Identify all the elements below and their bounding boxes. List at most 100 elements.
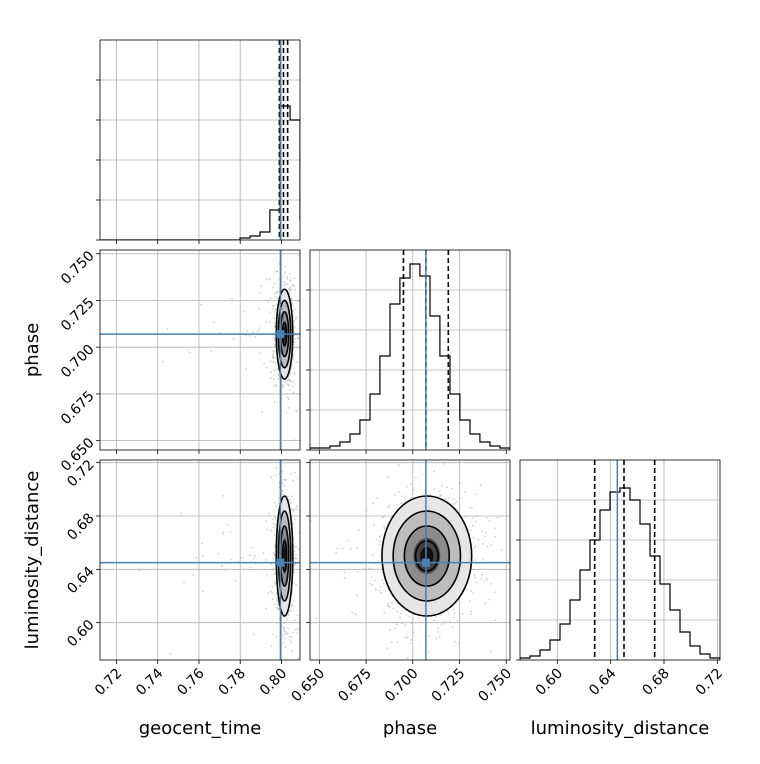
sample-point [382,516,385,518]
sample-point [274,292,276,295]
sample-point [265,607,267,610]
sample-point [294,518,296,520]
sample-point [297,657,300,660]
sample-point [296,477,299,480]
sample-point [253,555,256,557]
sample-point [217,552,220,555]
sample-point [292,479,295,482]
sample-point [270,371,273,374]
sample-point [379,586,382,588]
sample-point [396,504,398,507]
sample-point [496,516,499,519]
sample-point [354,613,357,616]
sample-point [248,334,251,337]
sample-point [210,349,213,352]
sample-point [285,411,288,414]
sample-point [277,443,279,445]
sample-point [274,383,277,386]
sample-point [138,569,141,572]
sample-point [273,573,276,576]
sample-point [356,546,359,549]
sample-point [394,627,397,630]
sample-point [390,641,393,644]
sample-point [275,385,278,388]
sample-point [187,349,189,352]
sample-point [346,539,349,542]
sample-point [277,502,280,505]
sample-point [201,590,204,592]
sample-point [484,531,487,534]
panel-frame [309,459,511,661]
sample-point [387,602,390,605]
sample-point [272,361,275,364]
sample-point [245,334,247,337]
sample-point [306,711,308,713]
x-axis-label-geocent_time: geocent_time [139,718,262,739]
sample-point [289,389,291,391]
panel-plot-area [310,460,552,660]
sample-point [471,524,474,527]
sample-point [375,496,378,499]
sample-point [295,584,297,586]
sample-point [374,588,377,591]
sample-point [269,590,272,593]
histogram-step-line [520,487,720,660]
sample-point [368,567,371,570]
x-axis-label-phase: phase [383,718,437,739]
contour-line [392,510,462,602]
sample-point [396,641,399,644]
sample-point [305,472,307,474]
sample-point [294,308,297,311]
sample-point [275,295,277,298]
sample-point [298,531,300,534]
sample-point [469,610,472,613]
sample-point [293,326,296,328]
panel-plot-area [310,250,510,450]
sample-point [274,571,277,574]
sample-point [252,557,255,560]
sample-point [269,360,272,363]
sample-point [276,298,279,300]
sample-point [336,547,339,550]
sample-point [293,557,296,559]
panel-plot-area [100,250,305,450]
sample-point [387,605,390,608]
sample-point [272,286,274,289]
sample-point [272,633,275,636]
x-tick-label: 0.700 [382,666,422,706]
sample-point [274,325,276,328]
sample-point [290,636,293,639]
sample-point [254,336,257,339]
sample-point [281,493,284,496]
sample-point [290,279,293,282]
sample-point [271,591,274,594]
x-axis-label-luminosity_distance: luminosity_distance [531,718,710,739]
sample-point [310,519,312,522]
sample-point [453,612,456,614]
sample-point [222,495,225,497]
sample-point [195,556,198,559]
sample-point [458,599,460,602]
x-tick-label: 0.68 [639,666,672,699]
sample-point [433,470,435,473]
sample-point [258,327,261,330]
sample-point [297,628,300,631]
sample-point [550,555,552,557]
sample-point [444,497,447,500]
sample-point [293,277,296,280]
sample-point [404,496,406,499]
y-tick-label: 0.725 [58,295,98,335]
sample-point [281,482,284,485]
sample-point [273,343,276,346]
sample-point [293,284,296,287]
sample-point [453,502,456,505]
sample-point [267,592,270,594]
sample-point [290,610,292,612]
sample-point [303,299,305,301]
panel-geocent_time-histogram [96,39,301,244]
sample-point [274,603,277,606]
sample-point [296,614,299,617]
sample-point [442,462,445,465]
